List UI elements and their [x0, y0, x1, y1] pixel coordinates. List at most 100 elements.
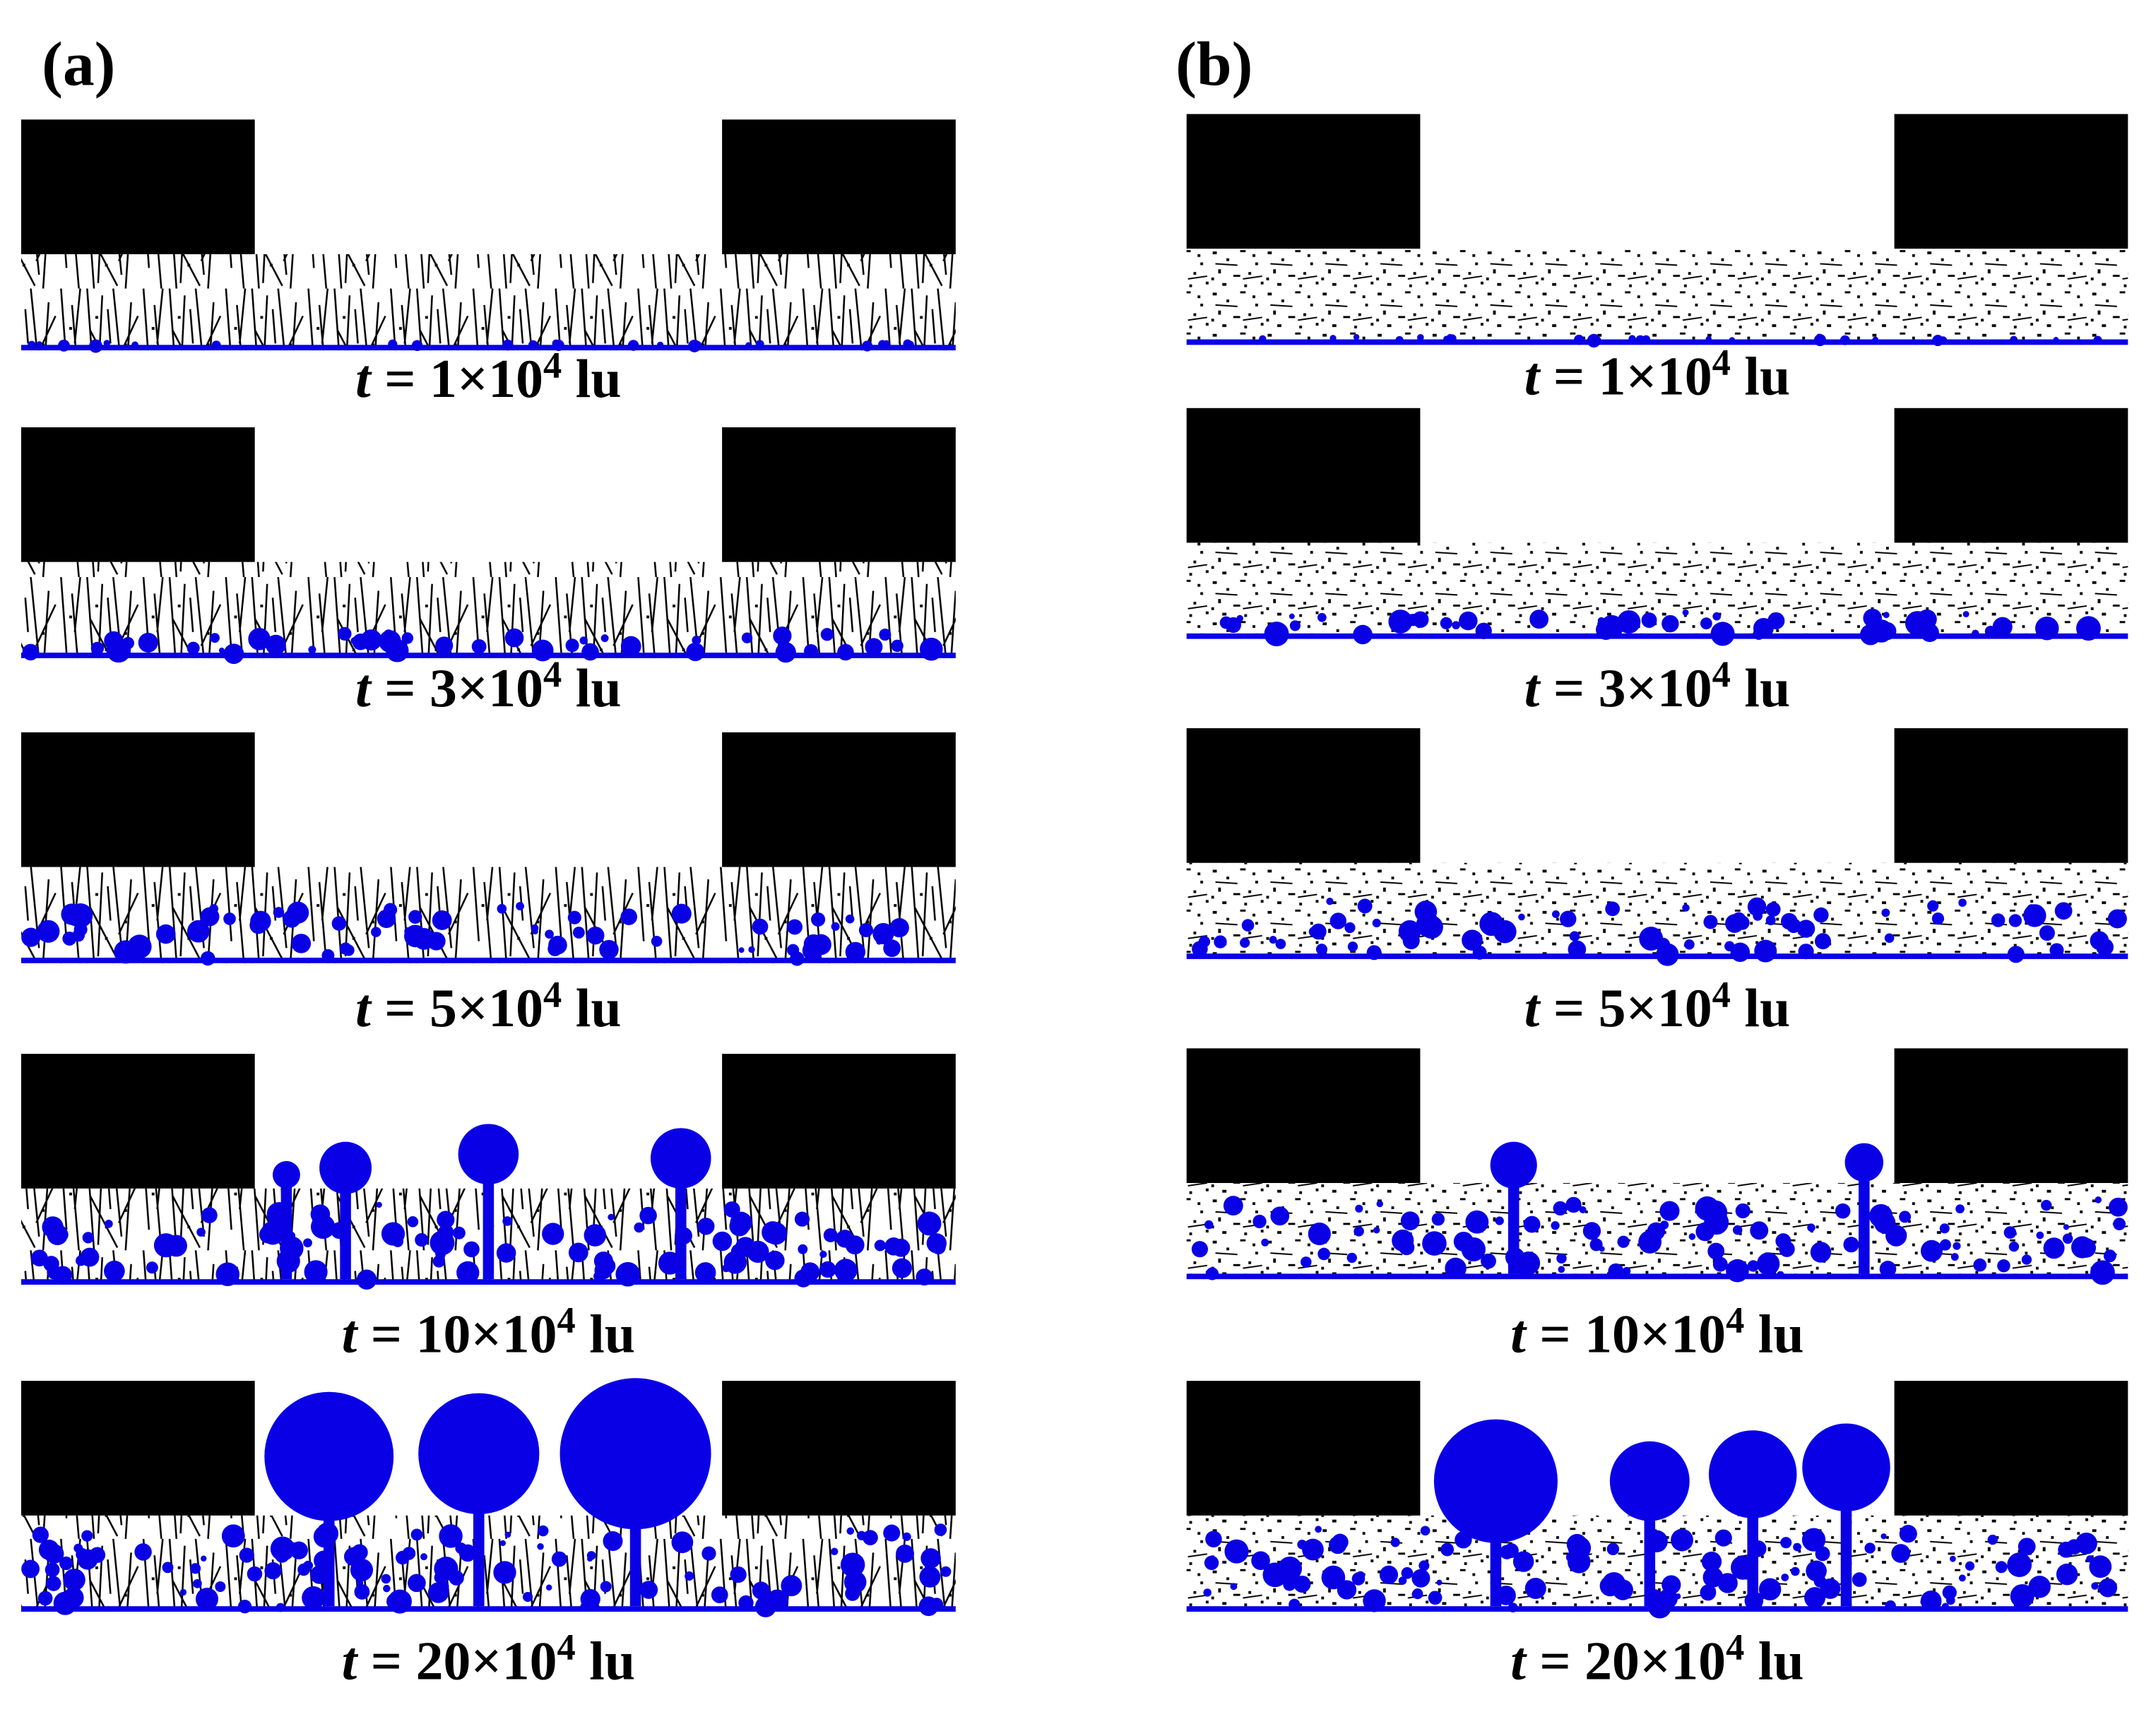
- liquid-blob: [496, 1243, 516, 1263]
- solid-block: [1186, 408, 1421, 543]
- liquid-blob: [1569, 931, 1580, 941]
- liquid-film: [20, 345, 956, 351]
- liquid-blob: [792, 951, 800, 958]
- liquid-blob: [1204, 1220, 1214, 1230]
- liquid-blob: [748, 946, 755, 953]
- liquid-blob: [1732, 1225, 1743, 1235]
- liquid-neck: [1644, 1515, 1656, 1607]
- liquid-blob: [917, 1211, 942, 1236]
- liquid-blob: [62, 931, 77, 946]
- liquid-blob: [1765, 915, 1776, 926]
- liquid-blob: [1641, 612, 1657, 629]
- liquid-blob: [1422, 1231, 1447, 1256]
- liquid-blob: [1302, 1538, 1324, 1561]
- liquid-blob: [579, 636, 588, 645]
- exponent: 4: [1726, 1627, 1744, 1668]
- liquid-neck: [629, 1523, 641, 1607]
- liquid-blob: [438, 1224, 454, 1241]
- liquid-blob: [432, 910, 452, 930]
- liquid-blob: [1269, 936, 1277, 944]
- time-symbol: t: [355, 348, 372, 409]
- liquid-blob: [1765, 902, 1781, 917]
- liquid-neck: [1747, 1512, 1758, 1607]
- liquid-blob: [1639, 927, 1664, 951]
- liquid-blob: [338, 626, 352, 641]
- liquid-blob: [1682, 609, 1689, 616]
- liquid-blob: [1308, 927, 1319, 937]
- liquid-blob: [1939, 1239, 1951, 1251]
- liquid-blob: [458, 1544, 477, 1562]
- liquid-blob: [59, 1556, 73, 1571]
- liquid-blob: [1241, 919, 1255, 932]
- caption: t = 5×104 lu: [1524, 975, 1791, 1038]
- liquid-blob: [1308, 1223, 1331, 1246]
- liquid-blob: [1991, 913, 2006, 927]
- time-value: = 5×10: [1553, 977, 1712, 1038]
- liquid-blob: [2098, 1578, 2118, 1598]
- liquid-blob: [89, 1547, 106, 1563]
- liquid-blob: [920, 1548, 941, 1569]
- liquid-blob: [1495, 1216, 1504, 1225]
- solid-block: [20, 732, 255, 867]
- liquid-blob: [1329, 913, 1347, 929]
- liquid-blob: [1411, 1590, 1421, 1599]
- liquid-blob: [1493, 920, 1517, 944]
- liquid-blob: [902, 1532, 911, 1541]
- liquid-blob: [1321, 1565, 1346, 1590]
- liquid-blob: [1599, 1575, 1621, 1597]
- liquid-blob: [1396, 619, 1409, 632]
- liquid-blob: [283, 910, 301, 928]
- liquid-blob: [90, 641, 105, 655]
- liquid-blob: [1712, 612, 1722, 621]
- liquid-blob: [410, 1528, 423, 1541]
- liquid-blob: [568, 1242, 588, 1263]
- liquid-blob: [37, 1591, 53, 1606]
- unit: lu: [576, 658, 622, 718]
- liquid-blob: [1997, 1259, 2010, 1273]
- liquid-blob: [1315, 1526, 1322, 1533]
- liquid-blob: [798, 1244, 808, 1254]
- liquid-blob: [1347, 941, 1358, 952]
- liquid-blob: [1390, 1538, 1400, 1547]
- liquid-blob: [401, 632, 414, 644]
- liquid-blob: [711, 1586, 728, 1604]
- liquid-blob: [1775, 1233, 1791, 1249]
- liquid-bubble: [1433, 1419, 1558, 1543]
- simulation-frame: [1186, 1048, 2128, 1285]
- liquid-blob: [567, 910, 581, 925]
- simulation-frame: [20, 1054, 956, 1290]
- liquid-blob: [1962, 611, 1970, 618]
- liquid-blob: [1373, 1227, 1380, 1234]
- liquid-blob: [1942, 1585, 1957, 1600]
- liquid-blob: [1707, 1242, 1725, 1260]
- solid-block: [1186, 1381, 1421, 1516]
- liquid-blob: [892, 1258, 912, 1278]
- liquid-blob: [2058, 1541, 2075, 1558]
- liquid-blob: [522, 1591, 533, 1603]
- liquid-blob: [1879, 1261, 1897, 1278]
- liquid-blob: [1224, 1539, 1249, 1564]
- solid-block: [722, 427, 956, 562]
- exponent: 4: [1712, 343, 1731, 384]
- time-value: = 1×10: [1553, 345, 1712, 406]
- time-symbol: t: [1524, 658, 1541, 718]
- liquid-blob: [46, 1576, 61, 1591]
- liquid-blob: [545, 1584, 552, 1591]
- liquid-blob: [547, 941, 562, 956]
- time-value: = 10×10: [371, 1303, 557, 1364]
- liquid-blob: [1898, 1547, 1910, 1559]
- liquid-blob: [919, 1566, 941, 1588]
- liquid-blob: [1873, 1212, 1896, 1234]
- porous-layer: [1186, 249, 2128, 345]
- liquid-blob: [456, 1261, 480, 1285]
- liquid-blob: [587, 1556, 593, 1562]
- liquid-blob: [1796, 920, 1816, 938]
- liquid-blob: [787, 919, 802, 935]
- caption: t = 5×104 lu: [355, 975, 622, 1038]
- liquid-blob: [162, 1562, 174, 1574]
- liquid-blob: [37, 920, 60, 943]
- liquid-blob: [302, 1586, 326, 1610]
- liquid-blob: [2041, 1199, 2052, 1211]
- liquid-blob: [196, 1227, 206, 1237]
- liquid-film: [1186, 339, 2128, 345]
